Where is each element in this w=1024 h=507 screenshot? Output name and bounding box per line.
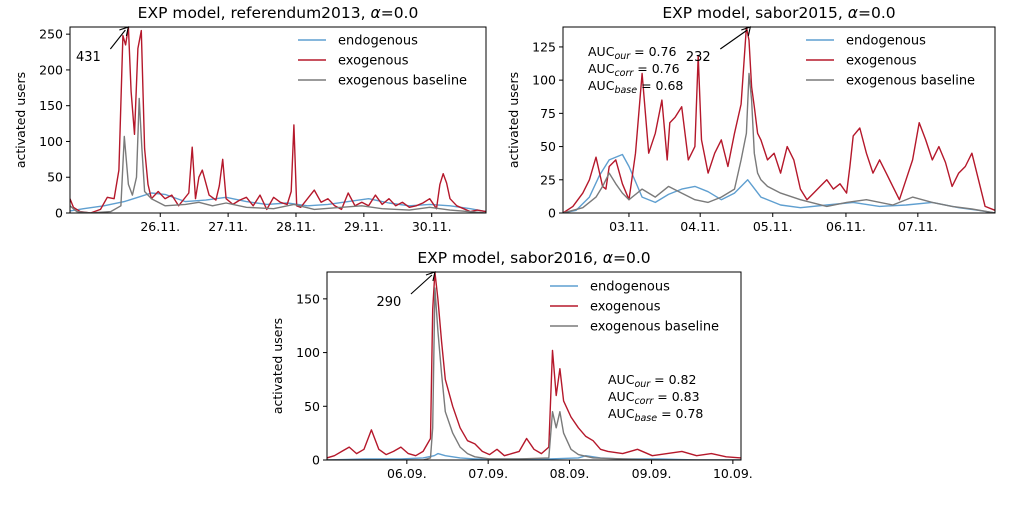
legend-entry: endogenous xyxy=(590,280,670,295)
series-line-exogenous xyxy=(327,272,741,459)
y-tick-label: 0 xyxy=(55,206,63,221)
x-tick-label: 05.11. xyxy=(753,219,793,234)
x-tick-label: 10.09. xyxy=(713,466,753,481)
legend-entry: exogenous xyxy=(338,54,409,69)
series-line-exogenous-baseline xyxy=(563,72,995,213)
y-tick-label: 0 xyxy=(548,206,556,221)
y-tick-label: 0 xyxy=(312,453,320,468)
series-line-endogenous xyxy=(563,153,995,213)
chart-title: EXP model, sabor2016, α=0.0 xyxy=(417,249,650,267)
x-tick-label: 08.09. xyxy=(550,466,590,481)
legend-entry: exogenous baseline xyxy=(846,74,975,89)
plot-frame xyxy=(326,271,742,461)
annotation-arrow xyxy=(109,29,126,50)
x-tick-label: 29.11. xyxy=(344,219,384,234)
peak-annotation: 232 xyxy=(686,50,711,65)
legend-entry: exogenous xyxy=(590,300,661,315)
x-tick-label: 07.11. xyxy=(898,219,938,234)
x-tick-label: 06.09. xyxy=(387,466,427,481)
plot-frame xyxy=(562,26,996,214)
series-line-exogenous xyxy=(563,27,995,213)
annotation-arrowhead xyxy=(741,26,752,37)
auc-base: AUCbase = 0.78 xyxy=(608,406,703,424)
y-axis-label: activated users xyxy=(13,72,28,168)
y-tick-label: 50 xyxy=(47,170,63,185)
y-tick-label: 200 xyxy=(39,62,63,77)
y-axis-label: activated users xyxy=(270,318,285,414)
x-tick-label: 28.11. xyxy=(276,219,316,234)
y-tick-label: 75 xyxy=(540,106,556,121)
auc-corr: AUCcorr = 0.76 xyxy=(588,61,680,79)
series-line-exogenous-baseline xyxy=(70,97,486,213)
y-axis-label: activated users xyxy=(506,72,521,168)
y-tick-label: 250 xyxy=(39,27,63,42)
chart-title: EXP model, sabor2015, α=0.0 xyxy=(662,4,895,22)
x-tick-label: 26.11. xyxy=(140,219,180,234)
plot-frame xyxy=(69,26,487,214)
chart-panel-1: 0 50 100 150 200 250 26.11. 27.11. 28.11. 29.11. 3… xyxy=(13,4,487,234)
y-tick-label: 100 xyxy=(39,134,63,149)
peak-annotation: 431 xyxy=(76,50,101,65)
legend-entry: endogenous xyxy=(338,34,418,49)
y-tick-label: 150 xyxy=(296,291,320,306)
chart-panel-2: 0 25 50 75 100 125 03.11. 04.11. 05.11. 06.11. 07.… xyxy=(506,4,996,234)
series-line-exogenous xyxy=(70,27,486,213)
x-tick-label: 30.11. xyxy=(412,219,452,234)
series-line-exogenous-baseline xyxy=(327,287,741,460)
legend-entry: endogenous xyxy=(846,34,926,49)
auc-base: AUCbase = 0.68 xyxy=(588,78,683,96)
y-tick-label: 150 xyxy=(39,98,63,113)
annotation-arrowhead xyxy=(119,26,130,37)
y-tick-label: 100 xyxy=(296,345,320,360)
y-tick-label: 100 xyxy=(532,73,556,88)
x-tick-label: 09.09. xyxy=(632,466,672,481)
legend-entry: exogenous baseline xyxy=(590,320,719,335)
chart-panel-3: 0 50 100 150 06.09. 07.09. 08.09. 09.09. 10.09. E… xyxy=(270,249,753,481)
chart-title: EXP model, referendum2013, α=0.0 xyxy=(138,4,419,22)
annotation-arrow xyxy=(719,29,748,50)
x-tick-label: 03.11. xyxy=(609,219,649,234)
auc-our: AUCour = 0.82 xyxy=(608,372,696,390)
legend-entry: exogenous xyxy=(846,54,917,69)
auc-corr: AUCcorr = 0.83 xyxy=(608,389,700,407)
peak-annotation: 290 xyxy=(377,295,402,310)
y-tick-label: 50 xyxy=(540,139,556,154)
x-tick-label: 04.11. xyxy=(680,219,720,234)
legend-entry: exogenous baseline xyxy=(338,74,467,89)
y-tick-label: 50 xyxy=(304,399,320,414)
x-tick-label: 07.09. xyxy=(468,466,508,481)
x-tick-label: 06.11. xyxy=(826,219,866,234)
auc-our: AUCour = 0.76 xyxy=(588,44,676,62)
x-tick-label: 27.11. xyxy=(208,219,248,234)
annotation-arrow xyxy=(410,274,433,295)
y-tick-label: 125 xyxy=(532,39,556,54)
annotation-arrowhead xyxy=(425,271,436,282)
y-tick-label: 25 xyxy=(540,172,556,187)
